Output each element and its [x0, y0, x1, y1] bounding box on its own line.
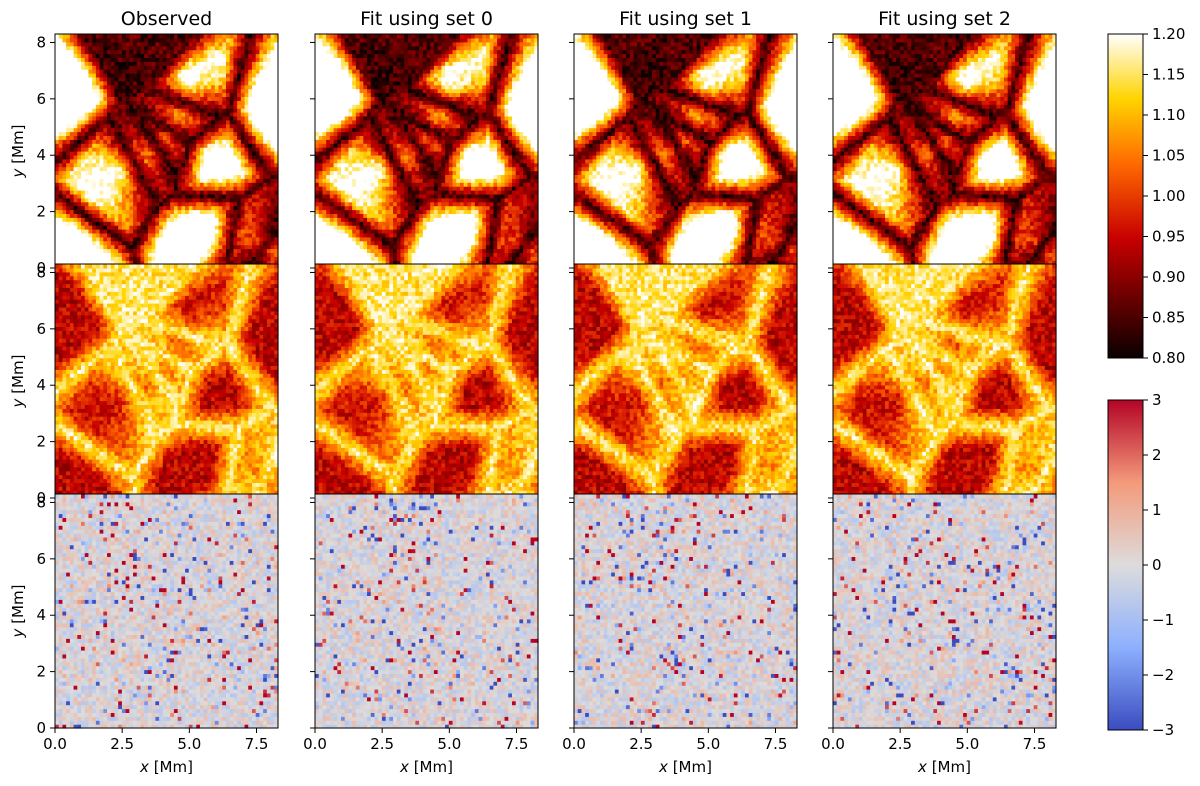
heatmap-panel — [828, 34, 1057, 273]
colorbar-gradient — [1108, 400, 1143, 730]
colorbar-tick-label: −1 — [1152, 611, 1174, 629]
x-tick-label: 2.5 — [110, 735, 134, 753]
heatmap-pixels — [55, 264, 279, 499]
y-tick-label: 6 — [36, 550, 46, 568]
colorbar-tick-label: 0.80 — [1152, 349, 1185, 367]
y-tick-label: 4 — [36, 606, 46, 624]
heatmap-pixels — [574, 494, 798, 729]
heatmap-pixels — [315, 34, 539, 269]
x-tick-label: 2.5 — [370, 735, 394, 753]
y-tick-label: 8 — [36, 33, 46, 51]
colorbar-tick-label: 0 — [1152, 556, 1162, 574]
colorbar-tick-label: 0.95 — [1152, 228, 1185, 246]
heatmap-pixels — [574, 34, 798, 269]
x-tick-label: 0.0 — [303, 735, 327, 753]
y-axis-label: y [Mm] — [9, 125, 27, 179]
x-tick-label: 5.0 — [437, 735, 461, 753]
x-tick-label: 0.0 — [43, 735, 67, 753]
y-tick-label: 6 — [36, 320, 46, 338]
heatmap-panel: 0.0 2.5 5.0 7.5 x [Mm] — [821, 494, 1057, 776]
y-tick-label: 2 — [36, 663, 46, 681]
heatmap-pixels — [833, 34, 1057, 269]
column-title: Observed — [121, 8, 212, 30]
heatmap-panel — [569, 264, 798, 503]
colorbar: 0.80 0.85 0.90 0.95 1.00 1.05 1.10 1.15 1.20 — [1108, 25, 1185, 367]
colorbar-tick-label: 0.90 — [1152, 268, 1185, 286]
y-tick-label: 8 — [36, 263, 46, 281]
heatmap-panel — [828, 264, 1057, 503]
heatmap-panel: 0.0 2.5 5.0 7.5 x [Mm] — [303, 494, 539, 776]
colorbar-tick-label: −2 — [1152, 666, 1174, 684]
x-tick-label: 0.0 — [562, 735, 586, 753]
x-tick-label: 5.0 — [696, 735, 720, 753]
colorbar-tick-label: −3 — [1152, 721, 1174, 739]
colorbar-tick-label: 1.10 — [1152, 106, 1185, 124]
heatmap-pixels — [833, 494, 1057, 729]
x-tick-label: 5.0 — [177, 735, 201, 753]
colorbar-tick-label: 2 — [1152, 446, 1162, 464]
colorbar-tick-label: 1.05 — [1152, 147, 1185, 165]
column-title: Fit using set 1 — [619, 8, 752, 30]
heatmap-panel — [310, 264, 539, 503]
x-axis-label: x [Mm] — [658, 758, 712, 776]
column-title: Fit using set 0 — [360, 8, 493, 30]
heatmap-panel — [569, 34, 798, 273]
colorbar: −3 −2 −1 0 1 2 3 — [1108, 391, 1174, 739]
x-tick-label: 2.5 — [888, 735, 912, 753]
x-axis-label: x [Mm] — [139, 758, 193, 776]
colorbar-tick-label: 0.85 — [1152, 309, 1185, 327]
column-title: Fit using set 2 — [878, 8, 1011, 30]
x-tick-label: 7.5 — [1023, 735, 1047, 753]
colorbar-tick-label: 1.15 — [1152, 66, 1185, 84]
heatmap-panel — [310, 34, 539, 273]
heatmap-pixels — [55, 494, 279, 729]
x-tick-label: 5.0 — [955, 735, 979, 753]
y-tick-label: 4 — [36, 376, 46, 394]
colorbar-tick-label: 1.20 — [1152, 25, 1185, 43]
x-tick-label: 0.0 — [821, 735, 845, 753]
x-tick-label: 2.5 — [629, 735, 653, 753]
heatmap-pixels — [833, 264, 1057, 499]
y-tick-label: 6 — [36, 90, 46, 108]
heatmap-pixels — [574, 264, 798, 499]
y-axis-label: y [Mm] — [9, 585, 27, 639]
y-axis-label: y [Mm] — [9, 355, 27, 409]
heatmap-pixels — [315, 494, 539, 729]
heatmap-panel: 0.0 2.5 5.0 7.5 x [Mm] — [562, 494, 798, 776]
colorbar-gradient — [1108, 34, 1143, 358]
colorbar-tick-label: 1 — [1152, 501, 1162, 519]
y-tick-label: 8 — [36, 493, 46, 511]
heatmap-pixels — [315, 264, 539, 499]
x-tick-label: 7.5 — [245, 735, 269, 753]
y-tick-label: 2 — [36, 433, 46, 451]
x-axis-label: x [Mm] — [399, 758, 453, 776]
y-tick-label: 4 — [36, 146, 46, 164]
x-tick-label: 7.5 — [764, 735, 788, 753]
x-axis-label: x [Mm] — [917, 758, 971, 776]
y-tick-label: 2 — [36, 203, 46, 221]
x-tick-label: 7.5 — [505, 735, 529, 753]
colorbar-tick-label: 1.00 — [1152, 187, 1185, 205]
colorbar-tick-label: 3 — [1152, 391, 1162, 409]
heatmap-pixels — [55, 34, 279, 269]
